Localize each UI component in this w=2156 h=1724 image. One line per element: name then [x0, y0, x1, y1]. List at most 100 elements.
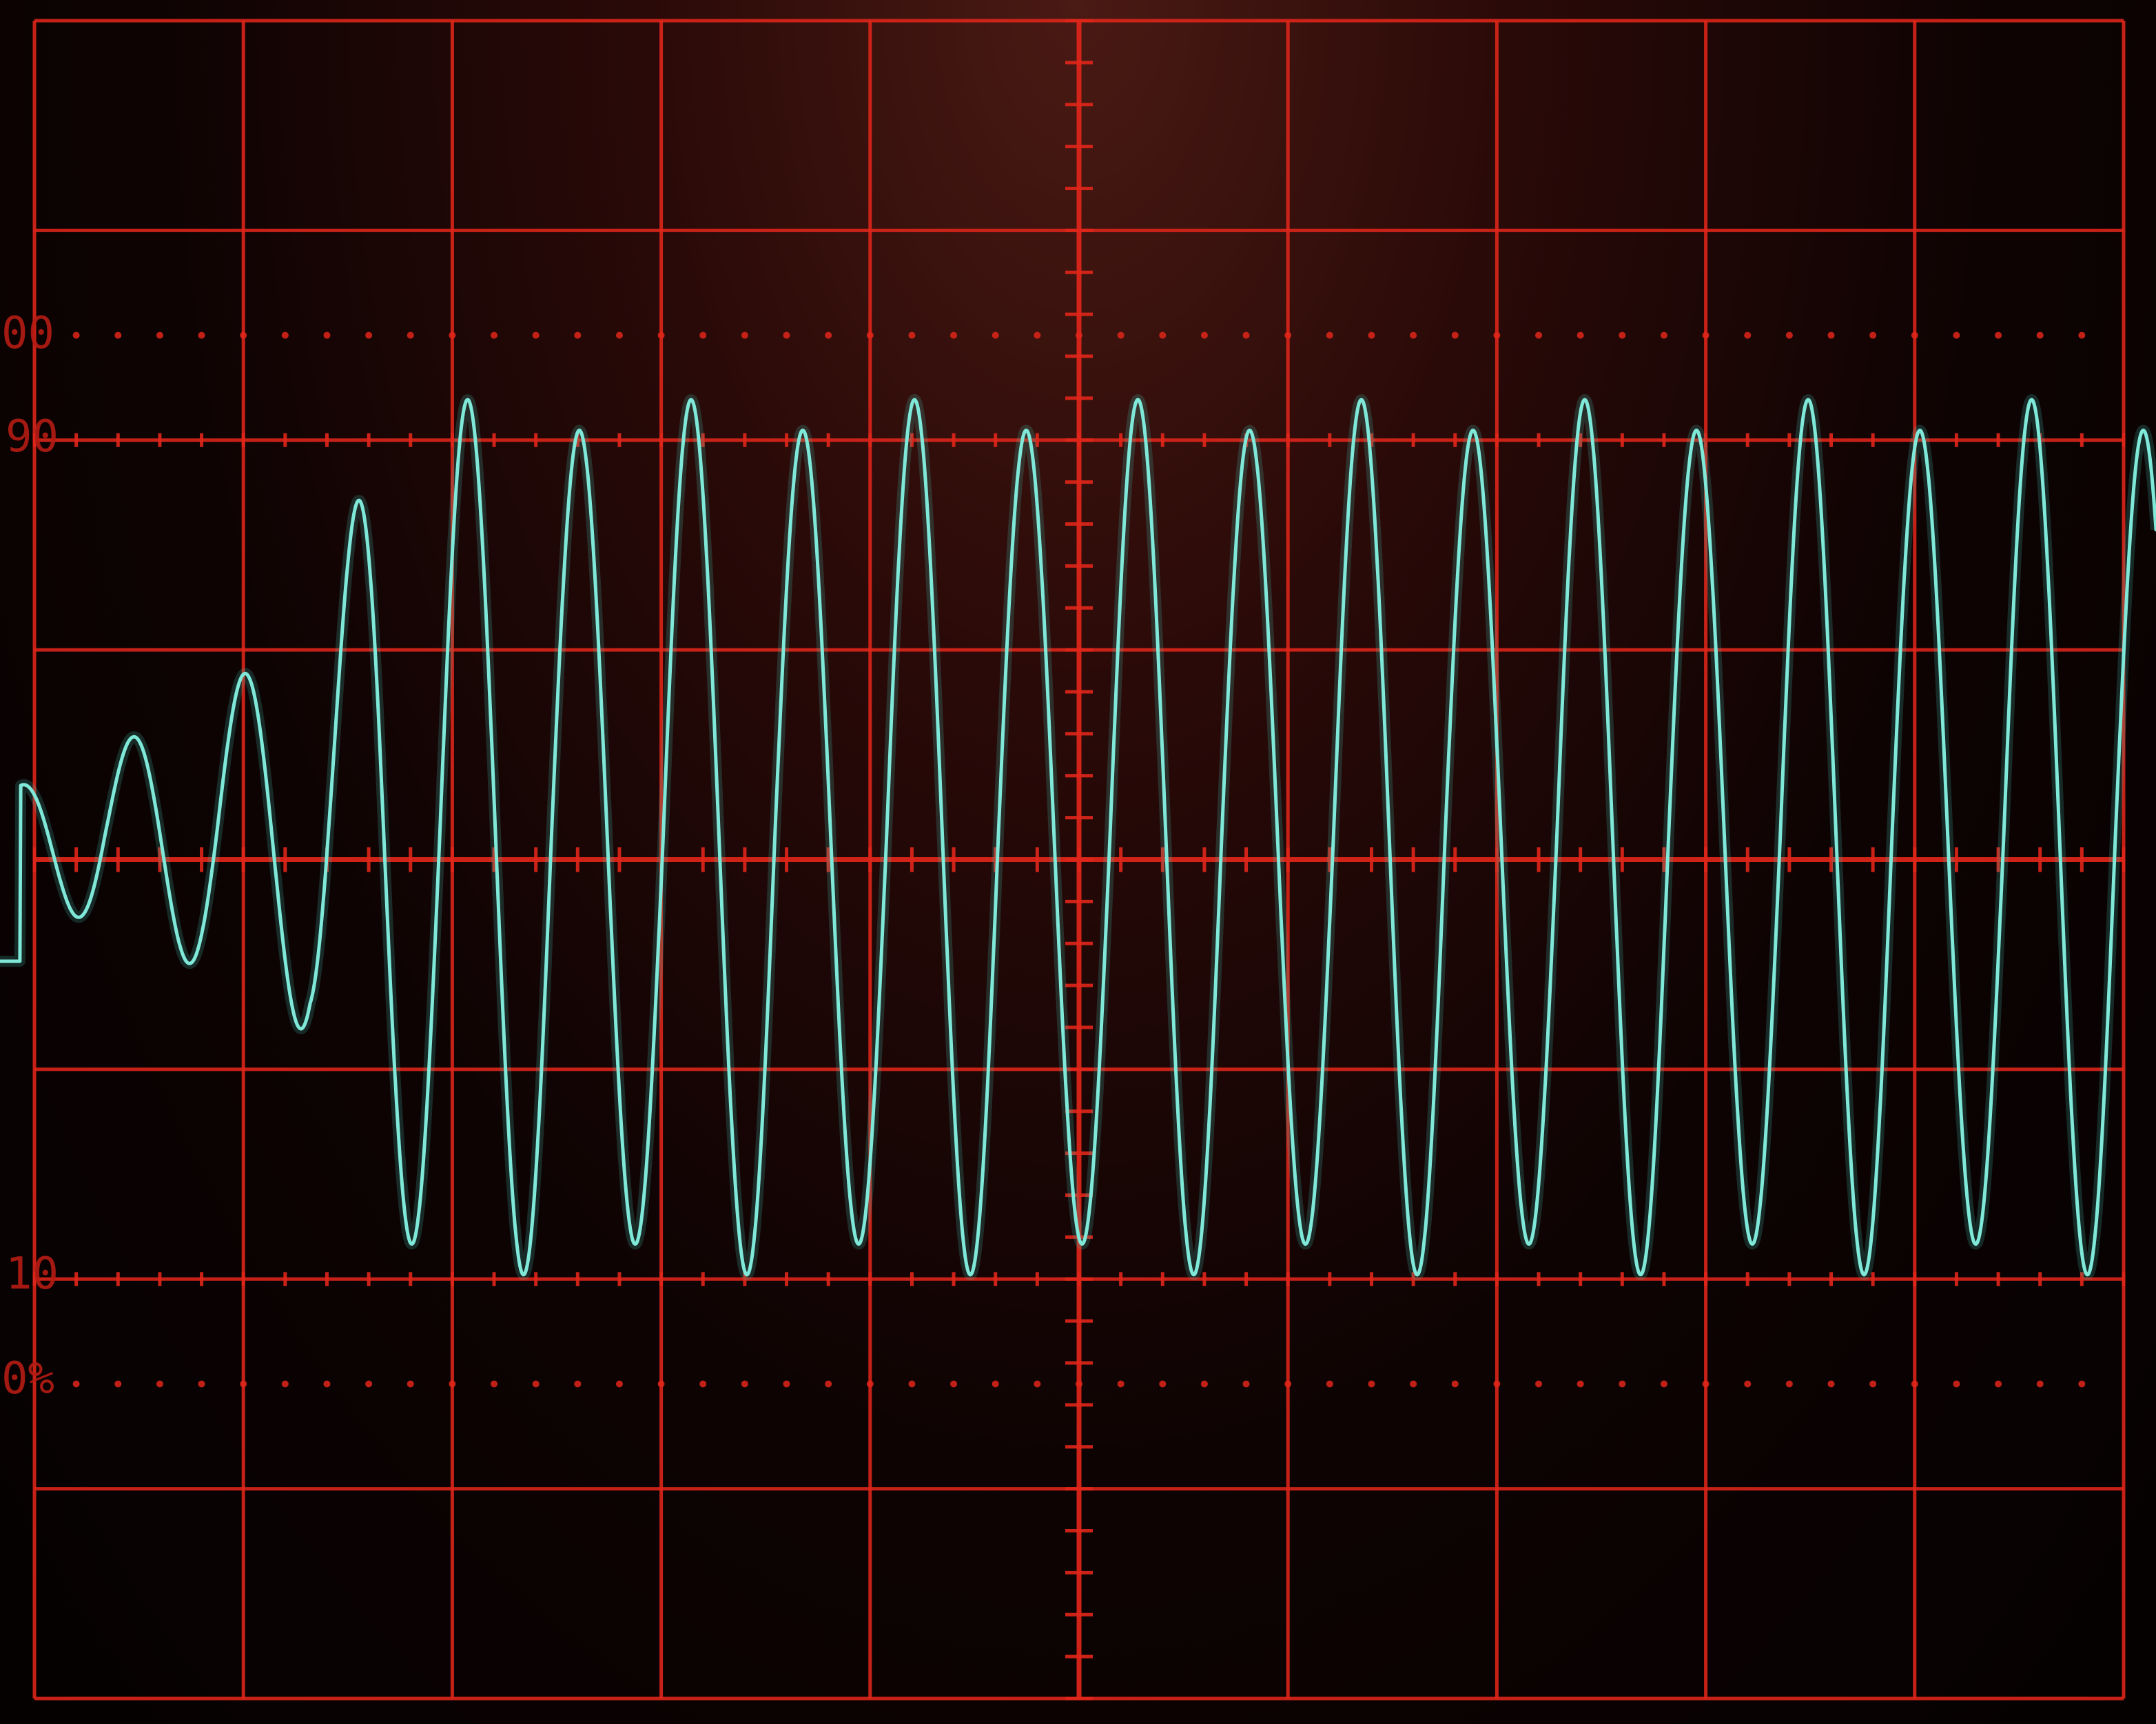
graticule-reference-dot — [1911, 331, 1918, 339]
graticule-reference-dot — [1451, 331, 1459, 339]
graticule-reference-dot — [574, 1380, 582, 1388]
graticule-reference-dot — [72, 1380, 80, 1388]
graticule-reference-dot — [1577, 331, 1584, 339]
graticule-reference-dot — [1827, 1380, 1835, 1388]
graticule-reference-dot — [365, 1380, 373, 1388]
graticule-reference-dot — [2036, 331, 2044, 339]
graticule-reference-dot — [1619, 331, 1626, 339]
graticule-reference-dot — [449, 1380, 456, 1388]
graticule-reference-dot — [1619, 1380, 1626, 1388]
graticule-reference-dot — [1451, 1380, 1459, 1388]
graticule-reference-dot — [1034, 1380, 1041, 1388]
graticule-reference-dot — [1200, 1380, 1208, 1388]
graticule-reference-dot — [281, 1380, 289, 1388]
graticule-reference-dot — [365, 331, 373, 339]
graticule-label-100: 00 — [1, 308, 54, 359]
graticule-reference-dot — [114, 331, 122, 339]
graticule-reference-dot — [908, 1380, 916, 1388]
graticule-reference-dot — [783, 1380, 790, 1388]
graticule-reference-dot — [240, 1380, 247, 1388]
signal-trace-line — [0, 398, 2156, 1277]
graticule-reference-dot — [699, 1380, 707, 1388]
graticule-reference-dot — [1869, 331, 1877, 339]
graticule-reference-dot — [1368, 1380, 1375, 1388]
graticule-reference-dot — [1242, 1380, 1250, 1388]
graticule-reference-dot — [240, 331, 247, 339]
graticule-reference-dot — [1284, 331, 1292, 339]
graticule-reference-dot — [2078, 1380, 2086, 1388]
graticule-reference-dot — [1493, 1380, 1501, 1388]
graticule-reference-dot — [1117, 331, 1125, 339]
graticule-reference-dot — [1076, 331, 1082, 339]
graticule-reference-dot — [992, 1380, 999, 1388]
graticule-reference-dot — [1493, 331, 1501, 339]
graticule-reference-dot — [908, 331, 916, 339]
graticule-reference-dot — [657, 1380, 665, 1388]
graticule-reference-dot — [114, 1380, 122, 1388]
graticule-label-10: 10 — [6, 1249, 59, 1300]
graticule-reference-dot — [1953, 331, 1960, 339]
graticule-ticks — [32, 19, 2126, 1701]
graticule-reference-dot — [950, 331, 958, 339]
graticule-reference-dot — [1410, 331, 1417, 339]
graticule-reference-dot — [615, 331, 623, 339]
graticule-reference-dot — [198, 1380, 205, 1388]
graticule-reference-dot — [72, 331, 80, 339]
graticule-reference-dot — [657, 331, 665, 339]
graticule-label-90: 90 — [6, 411, 59, 462]
graticule-reference-dot — [1660, 331, 1667, 339]
graticule-reference-dot — [574, 331, 582, 339]
graticule-reference-dot — [449, 331, 456, 339]
graticule-reference-dot — [992, 331, 999, 339]
graticule-reference-dot — [1326, 1380, 1333, 1388]
graticule-reference-dot — [1660, 1380, 1667, 1388]
graticule-reference-dot — [1159, 331, 1167, 339]
graticule-reference-dot — [1535, 1380, 1543, 1388]
graticule-reference-dot — [407, 1380, 414, 1388]
graticule-reference-dot — [156, 1380, 163, 1388]
graticule-reference-dot — [699, 331, 707, 339]
graticule-reference-dot — [950, 1380, 958, 1388]
graticule-dotted-reference-lines — [72, 331, 2086, 1388]
graticule-reference-dot — [741, 1380, 748, 1388]
graticule-reference-dot — [1034, 331, 1041, 339]
graticule-reference-dot — [198, 331, 205, 339]
graticule-reference-dot — [1200, 331, 1208, 339]
graticule-reference-dot — [1995, 1380, 2002, 1388]
graticule-reference-dot — [2078, 331, 2086, 339]
graticule-reference-dot — [1911, 1380, 1918, 1388]
graticule-reference-dot — [1535, 331, 1543, 339]
graticule-reference-dot — [1326, 331, 1333, 339]
graticule-reference-dot — [323, 331, 331, 339]
graticule-reference-dot — [866, 1380, 874, 1388]
graticule-reference-dot — [1702, 331, 1710, 339]
graticule-reference-dot — [156, 331, 163, 339]
graticule-reference-dot — [532, 331, 540, 339]
graticule-reference-dot — [491, 331, 498, 339]
graticule-reference-dot — [407, 331, 414, 339]
graticule-reference-dot — [1785, 1380, 1793, 1388]
graticule-reference-dot — [532, 1380, 540, 1388]
graticule-reference-dot — [1827, 331, 1835, 339]
graticule-label-0-percent: 0% — [1, 1353, 54, 1404]
graticule-reference-dot — [1284, 1380, 1292, 1388]
graticule-reference-dot — [1242, 331, 1250, 339]
graticule-reference-dot — [825, 1380, 832, 1388]
graticule-reference-dot — [1953, 1380, 1960, 1388]
graticule-reference-dot — [1577, 1380, 1584, 1388]
graticule-reference-dot — [2036, 1380, 2044, 1388]
graticule-reference-dot — [1702, 1380, 1710, 1388]
graticule-reference-dot — [1785, 331, 1793, 339]
graticule-reference-dot — [1410, 1380, 1417, 1388]
graticule-reference-dot — [491, 1380, 498, 1388]
graticule-reference-dot — [783, 331, 790, 339]
graticule-reference-dot — [1159, 1380, 1167, 1388]
graticule-reference-dot — [615, 1380, 623, 1388]
graticule-reference-dot — [1744, 1380, 1752, 1388]
graticule-reference-dot — [1869, 1380, 1877, 1388]
graticule-reference-dot — [1995, 331, 2002, 339]
graticule-reference-dot — [281, 331, 289, 339]
graticule-reference-dot — [866, 331, 874, 339]
